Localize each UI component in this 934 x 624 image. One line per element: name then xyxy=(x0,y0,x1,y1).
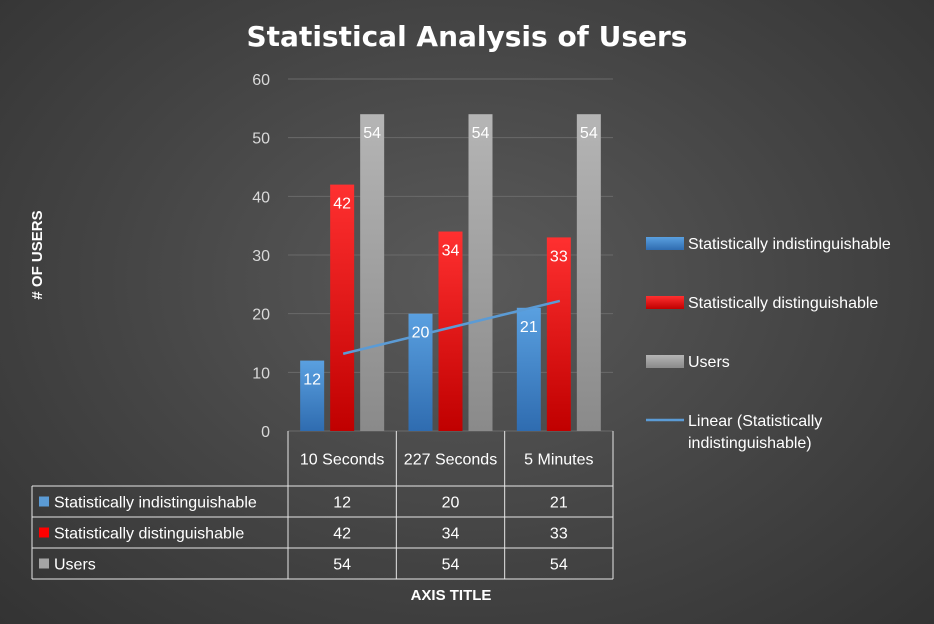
table-cell: 33 xyxy=(550,526,568,543)
y-tick-label: 60 xyxy=(252,72,270,89)
category-label: 10 Seconds xyxy=(300,452,385,469)
bar-statistically-distinguishable-5-minutes xyxy=(546,237,571,431)
y-tick-label: 30 xyxy=(252,248,270,265)
table-legend-key-statistically-distinguishable xyxy=(39,527,49,538)
bar-users-5-minutes xyxy=(576,114,601,431)
data-label-statistically-distinguishable: 34 xyxy=(442,243,460,260)
chart-title: Statistical Analysis of Users xyxy=(247,20,688,53)
data-label-statistically-distinguishable: 33 xyxy=(550,248,568,265)
data-label-users: 54 xyxy=(363,125,381,142)
y-tick-label: 40 xyxy=(252,189,270,206)
y-tick-label: 50 xyxy=(252,131,270,148)
legend: Statistically indistinguishable Statistic… xyxy=(646,236,891,452)
data-label-statistically-indistinguishable: 12 xyxy=(303,372,321,389)
y-axis-ticks: 0 10 20 30 40 50 60 xyxy=(252,72,270,441)
y-tick-label: 10 xyxy=(252,365,270,382)
table-series-name: Users xyxy=(54,557,96,574)
y-tick-label: 20 xyxy=(252,307,270,324)
legend-key-users xyxy=(646,355,684,368)
legend-label: Statistically indistinguishable xyxy=(688,236,891,253)
data-label-statistically-distinguishable: 42 xyxy=(333,196,351,213)
data-label-users: 54 xyxy=(472,125,490,142)
bar-statistically-indistinguishable-5-minutes xyxy=(516,307,541,431)
legend-label: Statistically distinguishable xyxy=(688,295,878,312)
x-axis-title: AXIS TITLE xyxy=(411,587,492,604)
legend-key-statistically-distinguishable xyxy=(646,296,684,309)
bar-statistically-distinguishable-227-seconds xyxy=(438,231,463,431)
legend-key-statistically-indistinguishable xyxy=(646,237,684,250)
table-cell: 54 xyxy=(333,557,351,574)
trendline xyxy=(342,299,561,355)
data-label-statistically-indistinguishable: 21 xyxy=(520,319,538,336)
y-tick-label: 0 xyxy=(261,424,270,441)
legend-label-trendline: Linear (Statistically indistinguishable) xyxy=(688,413,822,452)
table-cell: 54 xyxy=(550,557,568,574)
table-cell: 42 xyxy=(333,526,351,543)
data-label-users: 54 xyxy=(580,125,598,142)
y-axis-title: # OF USERS xyxy=(29,210,46,299)
table-legend-key-users xyxy=(39,558,49,569)
table-cell: 54 xyxy=(442,557,460,574)
category-label: 227 Seconds xyxy=(404,452,497,469)
trendline-layer xyxy=(342,299,561,355)
table-cell: 20 xyxy=(442,495,460,512)
bar-statistically-indistinguishable-10-seconds xyxy=(300,360,325,431)
table-series-name: Statistically indistinguishable xyxy=(54,495,257,512)
table-series-name: Statistically distinguishable xyxy=(54,526,244,543)
table-legend-key-statistically-indistinguishable xyxy=(39,496,49,507)
bars xyxy=(300,114,601,431)
data-table: 10 Seconds 227 Seconds 5 Minutes Statistica… xyxy=(31,431,614,580)
legend-label: Users xyxy=(688,354,730,371)
table-cell: 34 xyxy=(442,526,460,543)
table-cell: 12 xyxy=(333,495,351,512)
bar-statistically-distinguishable-10-seconds xyxy=(330,184,355,431)
table-cell: 21 xyxy=(550,495,568,512)
category-label: 5 Minutes xyxy=(524,452,593,469)
data-labels: 12 20 21 42 34 33 54 54 54 xyxy=(303,125,598,388)
bar-users-10-seconds xyxy=(360,114,385,431)
bar-users-227-seconds xyxy=(468,114,493,431)
data-label-statistically-indistinguishable: 20 xyxy=(412,325,430,342)
